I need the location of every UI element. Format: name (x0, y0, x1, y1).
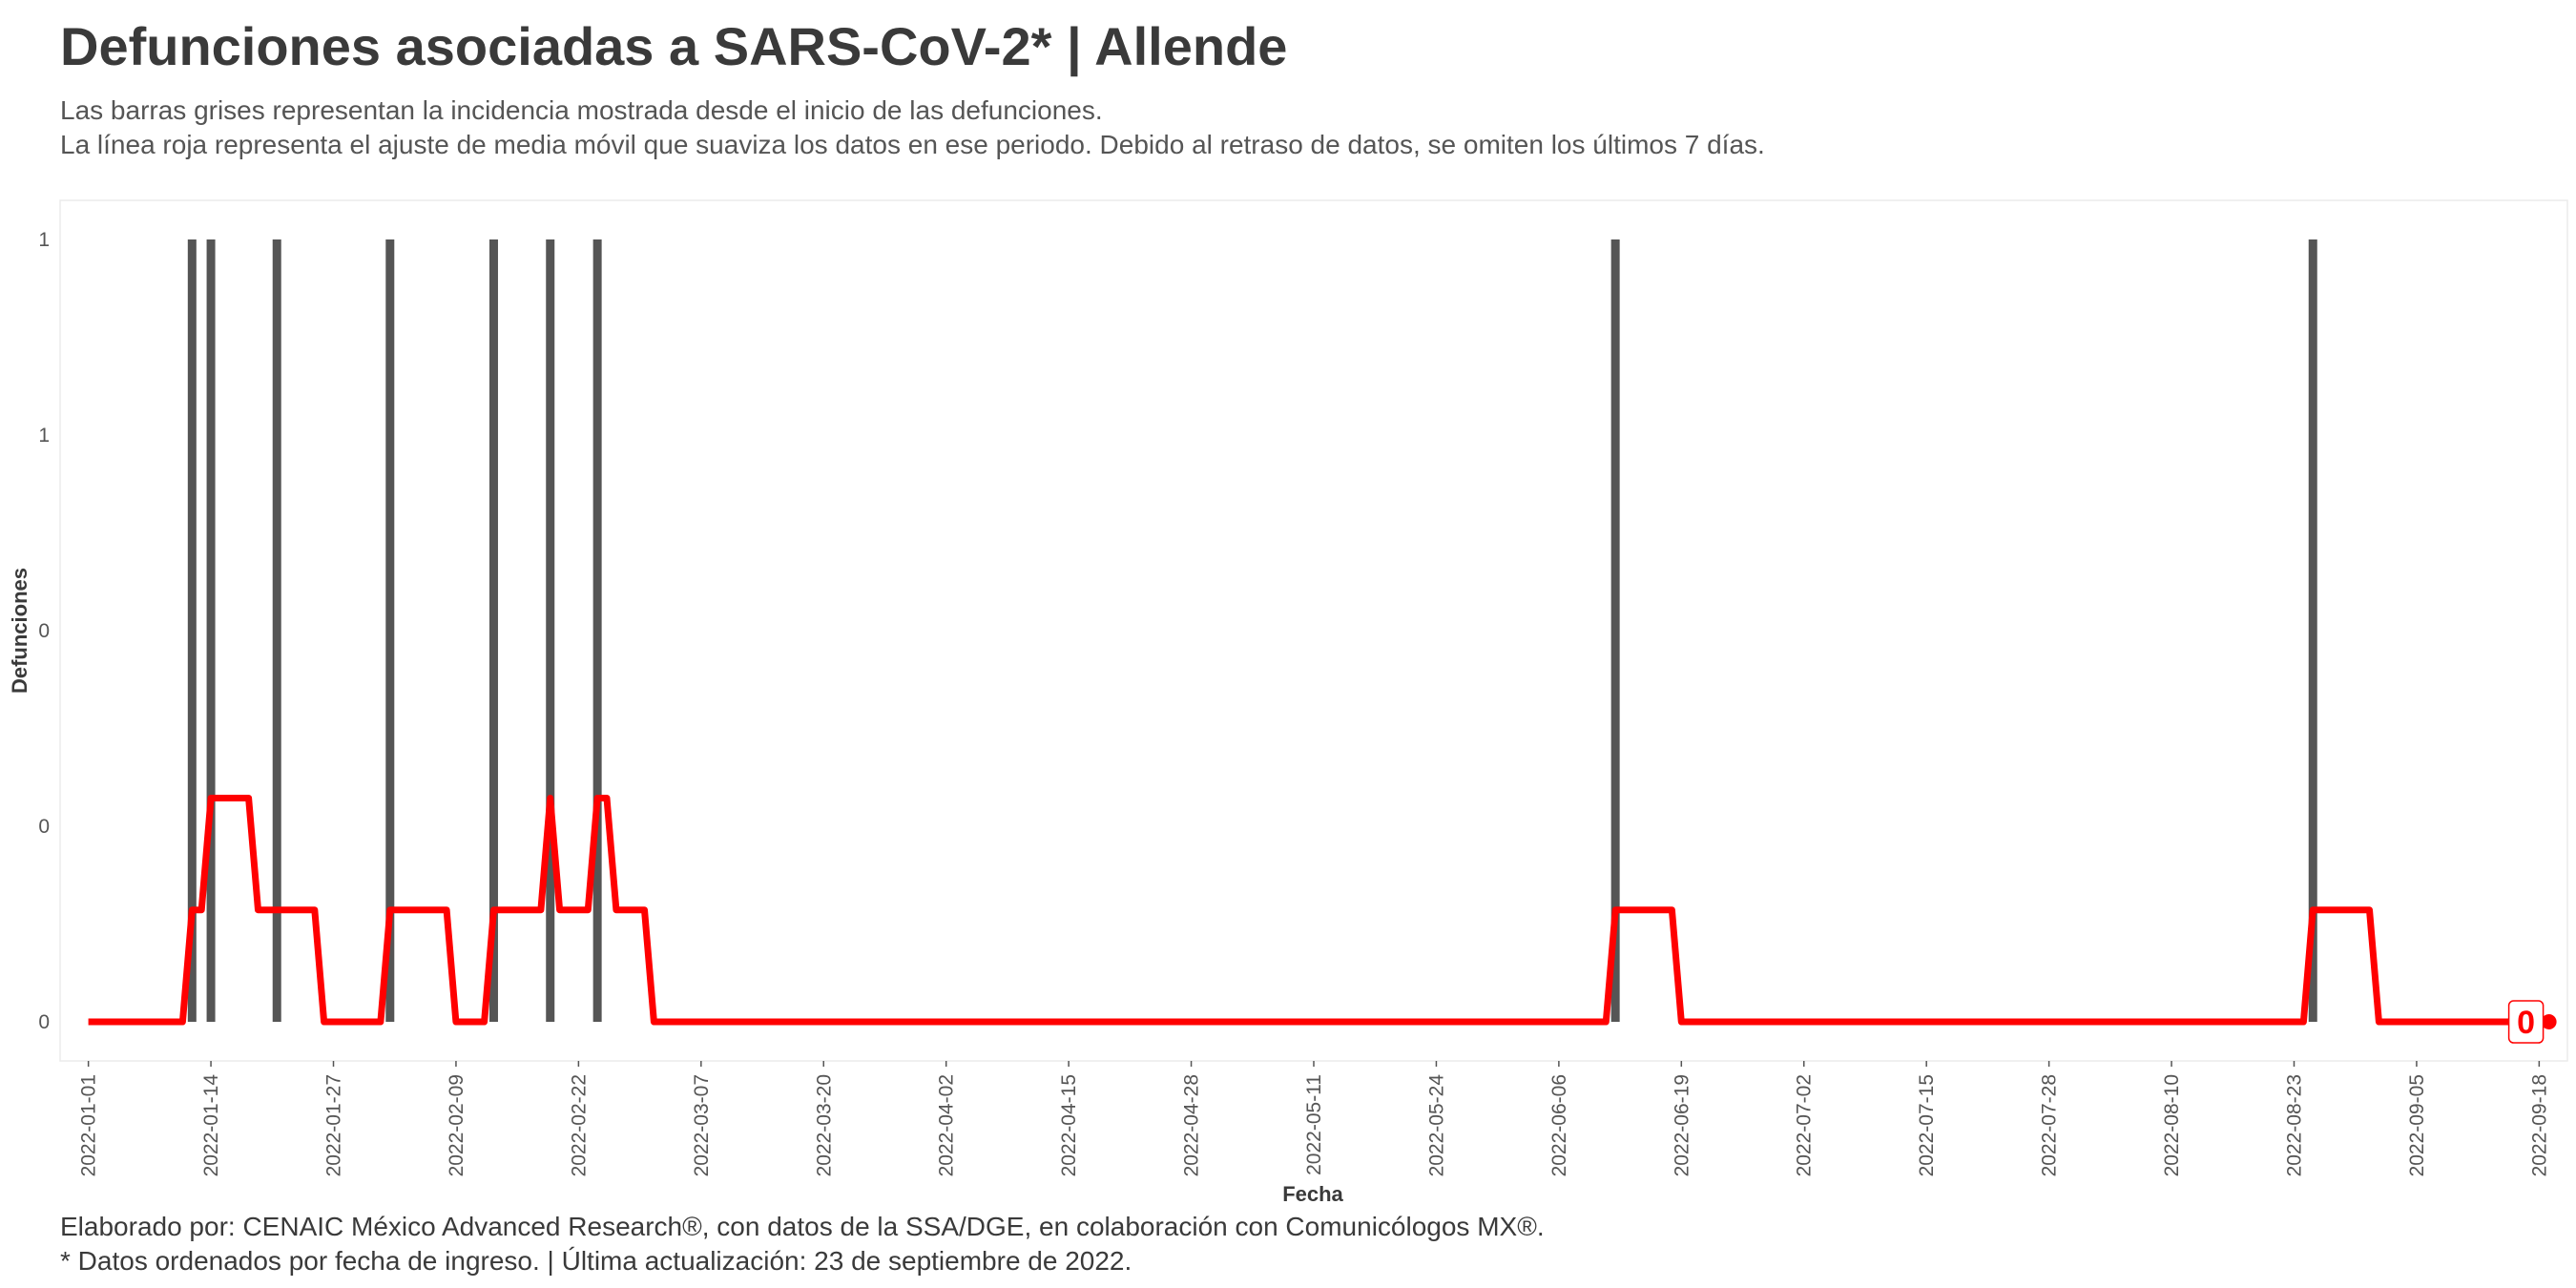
bar-series (187, 239, 2317, 1022)
x-tick-label: 2022-09-18 (2528, 1074, 2550, 1176)
x-tick-label: 2022-05-11 (1303, 1074, 1325, 1175)
moving-average-series: 0 (88, 795, 2557, 1044)
y-tick-label: 1 (38, 229, 50, 251)
bar (206, 239, 216, 1022)
x-tick-label: 2022-03-20 (813, 1074, 835, 1176)
x-tick-label: 2022-08-23 (2283, 1074, 2305, 1176)
y-tick-label: 0 (38, 620, 50, 642)
bar (385, 239, 395, 1022)
x-tick-label: 2022-04-15 (1058, 1074, 1080, 1176)
caption-line-2: * Datos ordenados por fecha de ingreso. … (60, 1246, 1132, 1276)
y-axis: 0 0 0 1 1 (38, 229, 50, 1033)
y-tick-label: 0 (38, 816, 50, 838)
x-tick-label: 2022-01-27 (323, 1074, 345, 1176)
x-tick-label: 2022-07-28 (2039, 1074, 2061, 1176)
x-axis-title: Fecha (1282, 1182, 1343, 1202)
end-label-box (2507, 1000, 2545, 1044)
x-tick-label: 2022-02-22 (568, 1074, 590, 1176)
bar (187, 239, 197, 1022)
x-tick-label: 2022-04-02 (936, 1074, 958, 1176)
end-value-label: 0 (2517, 1005, 2535, 1041)
y-axis-title: Defunciones (8, 568, 31, 694)
caption-line-1: Elaborado por: CENAIC México Advanced Re… (60, 1212, 1545, 1241)
bar (592, 239, 602, 1022)
x-tick-label: 2022-09-05 (2406, 1074, 2428, 1176)
x-tick-label: 2022-06-19 (1671, 1074, 1693, 1176)
y-tick-label: 0 (38, 1011, 50, 1033)
x-tick-label: 2022-02-09 (446, 1074, 467, 1176)
x-axis: 2022-01-01 2022-01-14 2022-01-27 2022-02-09… (78, 1061, 2550, 1177)
x-tick-label: 2022-01-14 (200, 1074, 222, 1177)
chart-caption: Elaborado por: CENAIC México Advanced Re… (60, 1210, 1545, 1278)
line-end-point (2541, 1014, 2557, 1029)
x-tick-label: 2022-06-06 (1548, 1074, 1570, 1176)
chart-title: Defunciones asociadas a SARS-CoV-2* | Al… (60, 16, 1288, 76)
bar (1610, 239, 1620, 1022)
x-tick-label: 2022-04-28 (1181, 1074, 1203, 1176)
bar (2308, 239, 2317, 1022)
bar (546, 239, 555, 1022)
x-tick-label: 2022-05-24 (1425, 1074, 1447, 1177)
bar (488, 239, 498, 1022)
x-tick-label: 2022-08-10 (2161, 1074, 2183, 1176)
x-tick-label: 2022-07-15 (1916, 1074, 1938, 1176)
subtitle-line-2: La línea roja representa el ajuste de me… (60, 130, 1765, 159)
plot-panel-border (59, 199, 2568, 1062)
x-tick-label: 2022-07-02 (1794, 1074, 1816, 1176)
moving-average-line (88, 795, 2521, 1026)
x-tick-label: 2022-01-01 (78, 1074, 100, 1176)
x-tick-label: 2022-03-07 (691, 1074, 713, 1176)
y-tick-label: 1 (38, 425, 50, 447)
subtitle-line-1: Las barras grises representan la inciden… (60, 95, 1103, 125)
bar (272, 239, 281, 1022)
chart-subtitle: Las barras grises representan la inciden… (60, 93, 1765, 162)
